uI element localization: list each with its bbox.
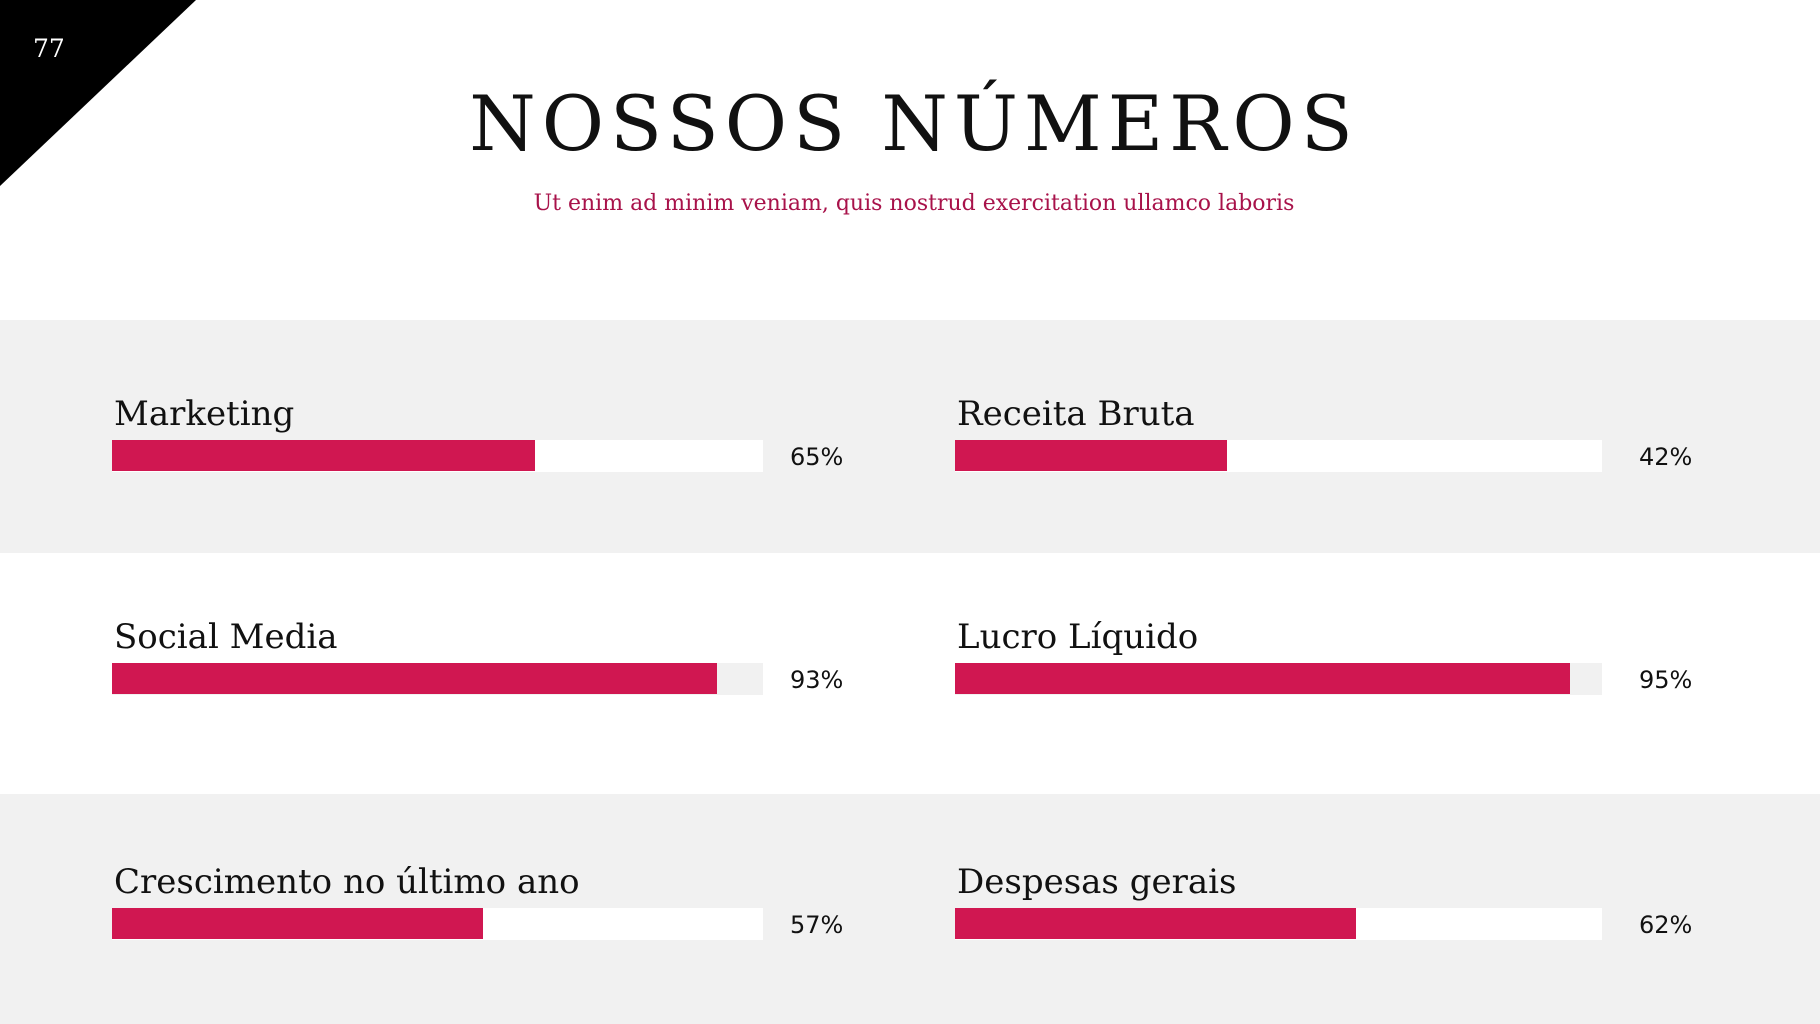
bar-fill [112,908,483,939]
metric-value-label: 62% [1639,911,1693,939]
bar-track [955,908,1602,940]
bar-fill [955,440,1227,471]
metric-item: Social Media 93% [112,617,870,701]
bar-fill [112,663,717,694]
metric-label: Despesas gerais [957,862,1237,902]
bar-fill [955,908,1356,939]
metric-label: Crescimento no último ano [114,862,580,902]
band-row-1 [0,320,1820,553]
bar-track [112,440,763,472]
slide-title: NOSSOS NÚMEROS [469,79,1359,168]
metric-value-label: 57% [790,911,844,939]
bar-fill [112,440,535,471]
metric-item: Receita Bruta 42% [955,394,1719,478]
metric-item: Crescimento no último ano 57% [112,862,870,946]
bar-track [112,908,763,940]
metric-label: Receita Bruta [957,394,1195,434]
metric-value-label: 65% [790,443,844,471]
metric-label: Marketing [114,394,295,434]
slide-subtitle: Ut enim ad minim veniam, quis nostrud ex… [533,191,1295,216]
metric-label: Social Media [114,617,338,657]
metric-label: Lucro Líquido [957,617,1199,657]
metric-value-label: 42% [1639,443,1693,471]
page-number: 77 [33,34,65,63]
metric-item: Despesas gerais 62% [955,862,1719,946]
metric-value-label: 95% [1639,666,1693,694]
corner-triangle [0,0,196,186]
bar-track [955,663,1602,695]
metric-value-label: 93% [790,666,844,694]
bar-fill [955,663,1570,694]
metric-item: Lucro Líquido 95% [955,617,1719,701]
bar-track [955,440,1602,472]
bar-track [112,663,763,695]
metric-item: Marketing 65% [112,394,870,478]
